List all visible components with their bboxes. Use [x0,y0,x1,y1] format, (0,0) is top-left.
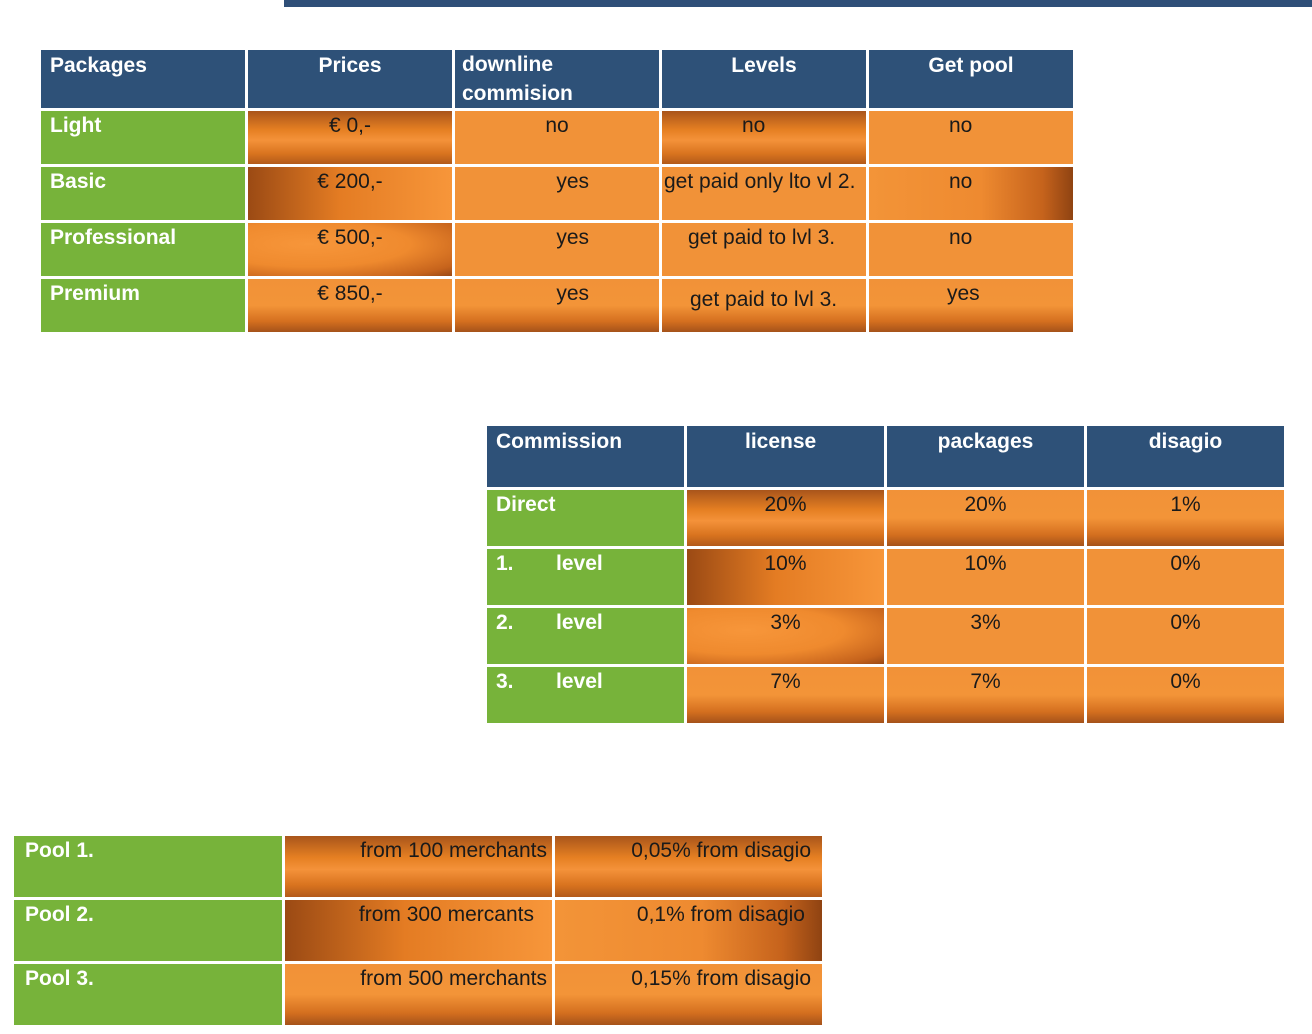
package-name: Professional [41,223,245,276]
level-name: level [556,552,603,575]
packages-table: Packages Prices downline commision Level… [38,47,1076,335]
downline-header: downline commision [455,50,659,108]
package-levels: get paid only lto vl 2. [662,167,866,220]
package-downline: yes [455,223,659,276]
levels-header: Levels [662,50,866,108]
package-levels: no [662,111,866,164]
level-name: Direct [496,493,556,516]
commission-level: Direct [487,490,684,546]
package-downline: yes [455,279,659,332]
pool-merchants: from 500 merchants [285,964,552,1025]
disagio-value: 0% [1087,549,1284,605]
commission-header: Commission [487,426,684,487]
package-pool: no [869,223,1073,276]
package-levels: get paid to lvl 3. [662,223,866,276]
package-downline: no [455,111,659,164]
table-row: 1. level 10% 10% 0% [487,549,1284,605]
get-pool-header: Get pool [869,50,1073,108]
commission-table: Commission license packages disagio Dire… [484,423,1287,726]
package-name: Basic [41,167,245,220]
license-value: 20% [687,490,884,546]
package-price: € 0,- [248,111,452,164]
table-row: Pool 3. from 500 merchants 0,15% from di… [14,964,822,1025]
packages-col-header: packages [887,426,1084,487]
disagio-value: 0% [1087,608,1284,664]
pool-share: 0,15% from disagio [555,964,822,1025]
pool-share: 0,05% from disagio [555,836,822,897]
table-row: 2. level 3% 3% 0% [487,608,1284,664]
package-price: € 200,- [248,167,452,220]
table-row: Pool 2. from 300 mercants 0,1% from disa… [14,900,822,961]
packages-value: 20% [887,490,1084,546]
packages-header-row: Packages Prices downline commision Level… [41,50,1073,108]
package-name: Premium [41,279,245,332]
level-name: level [556,611,603,634]
package-name: Light [41,111,245,164]
license-value: 10% [687,549,884,605]
level-number: 3. [496,670,514,693]
license-value: 7% [687,667,884,723]
package-price: € 850,- [248,279,452,332]
table-row: Pool 1. from 100 merchants 0,05% from di… [14,836,822,897]
commission-level: 1. level [487,549,684,605]
level-number: 1. [496,552,514,575]
commission-header-row: Commission license packages disagio [487,426,1284,487]
pool-table: Pool 1. from 100 merchants 0,05% from di… [11,833,825,1028]
packages-header: Packages [41,50,245,108]
package-price: € 500,- [248,223,452,276]
table-row: Professional € 500,- yes get paid to lvl… [41,223,1073,276]
package-pool: yes [869,279,1073,332]
top-bar [284,0,1312,7]
pool-name: Pool 2. [14,900,282,961]
packages-value: 3% [887,608,1084,664]
disagio-header: disagio [1087,426,1284,487]
commission-level: 2. level [487,608,684,664]
package-pool: no [869,167,1073,220]
packages-value: 7% [887,667,1084,723]
package-pool: no [869,111,1073,164]
table-row: 3. level 7% 7% 0% [487,667,1284,723]
license-value: 3% [687,608,884,664]
table-row: Direct 20% 20% 1% [487,490,1284,546]
commission-level: 3. level [487,667,684,723]
level-name: level [556,670,603,693]
pool-merchants: from 100 merchants [285,836,552,897]
packages-value: 10% [887,549,1084,605]
pool-share: 0,1% from disagio [555,900,822,961]
table-row: Basic € 200,- yes get paid only lto vl 2… [41,167,1073,220]
disagio-value: 0% [1087,667,1284,723]
level-number: 2. [496,611,514,634]
table-row: Premium € 850,- yes get paid to lvl 3. y… [41,279,1073,332]
license-header: license [687,426,884,487]
pool-name: Pool 1. [14,836,282,897]
pool-name: Pool 3. [14,964,282,1025]
package-downline: yes [455,167,659,220]
package-levels: get paid to lvl 3. [662,279,866,332]
disagio-value: 1% [1087,490,1284,546]
prices-header: Prices [248,50,452,108]
table-row: Light € 0,- no no no [41,111,1073,164]
pool-merchants: from 300 mercants [285,900,552,961]
